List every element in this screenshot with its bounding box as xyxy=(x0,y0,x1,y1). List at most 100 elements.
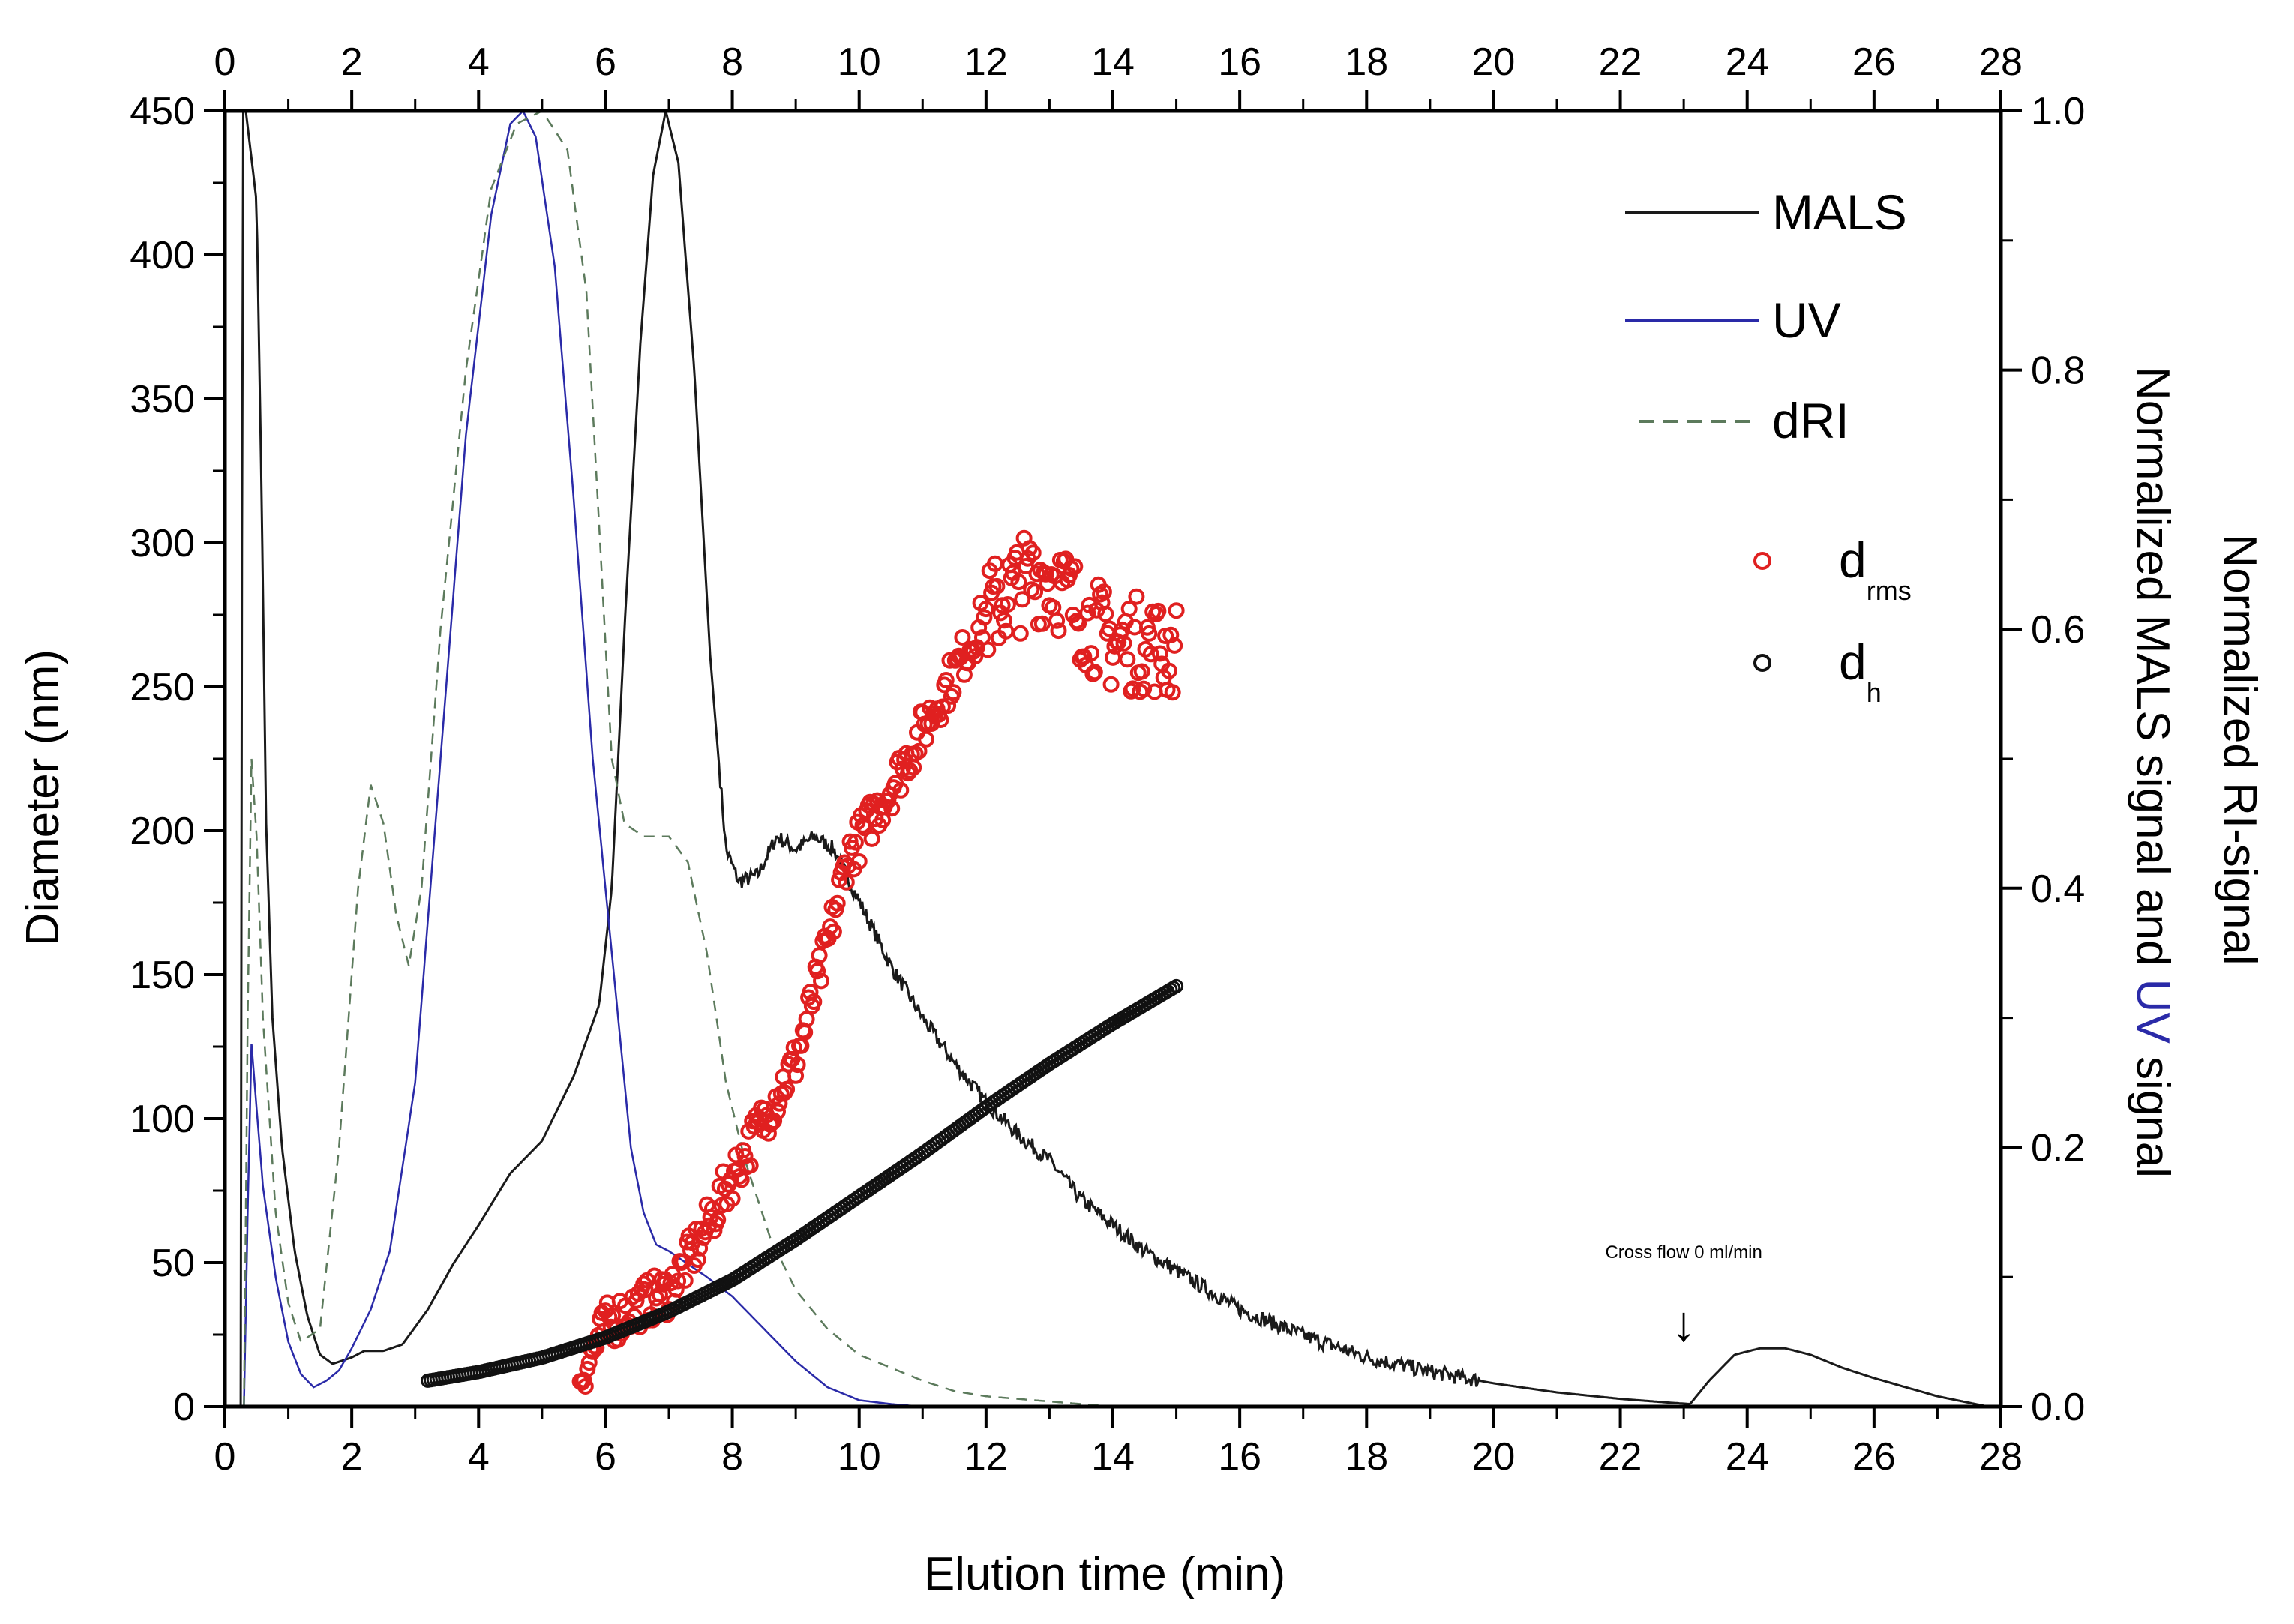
y-right-tick-label: 0.6 xyxy=(2031,608,2085,652)
drms-point xyxy=(1014,591,1031,608)
drms-point xyxy=(787,1067,805,1084)
drms-point xyxy=(1066,558,1084,575)
y-axis-right-title-part: signal xyxy=(2127,1044,2179,1178)
x-tick-label: 26 xyxy=(1852,1435,1896,1479)
drms-point xyxy=(1027,583,1044,601)
x-tick-label: 12 xyxy=(964,1435,1008,1479)
drms-point xyxy=(1102,676,1120,693)
drms-point xyxy=(883,800,901,817)
x-tick-label: 18 xyxy=(1345,1435,1388,1479)
y-axis-right-title: Normalized MALS signal and UV signal xyxy=(2127,367,2179,1178)
y-right-tick-label: 0.4 xyxy=(2031,867,2085,911)
y-left-tick-label: 100 xyxy=(130,1098,195,1141)
drms-point xyxy=(941,652,958,669)
y-left-tick-label: 150 xyxy=(130,954,195,997)
legend-dh-main: d xyxy=(1839,634,1867,690)
x-top-tick-label: 16 xyxy=(1218,40,1261,84)
drms-point xyxy=(901,762,919,779)
legend-mals-label: MALS xyxy=(1772,184,1907,240)
drms-point xyxy=(954,629,971,646)
legend-drms-label: drms xyxy=(1839,532,1912,606)
legend: MALS UV dRI drms dh xyxy=(1625,184,1912,708)
drms-point xyxy=(1115,634,1132,652)
drms-point xyxy=(1079,604,1096,622)
drms-point xyxy=(1086,664,1103,681)
legend-dh-marker xyxy=(1753,654,1771,672)
y-axis-right-title-part: Normalized MALS signal and xyxy=(2127,367,2179,979)
drms-point xyxy=(651,1286,668,1303)
drms-point xyxy=(637,1281,654,1299)
cross-flow-label: Cross flow 0 ml/min xyxy=(1605,1242,1762,1263)
drms-point xyxy=(709,1211,727,1228)
drms-point xyxy=(863,830,880,847)
drms-point xyxy=(1119,651,1136,668)
x-top-tick-label: 22 xyxy=(1599,40,1642,84)
drms-point xyxy=(1097,605,1114,622)
x-top-tick-label: 14 xyxy=(1091,40,1135,84)
legend-drms-marker xyxy=(1753,552,1771,570)
drms-point xyxy=(1083,645,1099,662)
drms-point xyxy=(967,648,984,665)
drms-point xyxy=(1160,662,1177,679)
drms-point xyxy=(778,1080,796,1098)
drms-point xyxy=(988,577,1006,595)
x-top-tick-label: 18 xyxy=(1345,40,1388,84)
x-top-tick-label: 4 xyxy=(468,40,490,84)
drms-point xyxy=(1050,622,1067,640)
drms-point xyxy=(825,923,842,940)
legend-drms-main: d xyxy=(1839,532,1867,588)
drms-point xyxy=(724,1190,741,1207)
x-tick-label: 14 xyxy=(1091,1435,1135,1479)
drms-point xyxy=(667,1281,685,1298)
drms-point xyxy=(769,1103,786,1120)
x-tick-label: 2 xyxy=(341,1435,363,1479)
drms-point xyxy=(918,730,935,748)
drms-point xyxy=(1164,684,1181,701)
drms-point xyxy=(813,972,829,990)
drms-point xyxy=(691,1239,709,1257)
x-tick-label: 22 xyxy=(1599,1435,1642,1479)
x-tick-label: 4 xyxy=(468,1435,490,1479)
series-layer xyxy=(239,109,2001,1408)
drms-point xyxy=(1166,637,1183,654)
legend-dh-label: dh xyxy=(1839,634,1882,708)
drms-point xyxy=(976,609,993,626)
x-top-tick-label: 12 xyxy=(964,40,1008,84)
drms-point xyxy=(1048,612,1066,629)
drms-point xyxy=(1120,601,1138,617)
drms-point xyxy=(1128,588,1145,605)
drms-point xyxy=(579,1360,596,1377)
x-tick-label: 24 xyxy=(1726,1435,1769,1479)
drms-point xyxy=(1135,680,1153,697)
y-left-tick-label: 400 xyxy=(130,234,195,277)
legend-drms-sub: rms xyxy=(1867,575,1912,606)
y-left-tick-label: 300 xyxy=(130,522,195,565)
legend-dh-sub: h xyxy=(1867,677,1882,708)
x-top-tick-label: 26 xyxy=(1852,40,1896,84)
y-axis-right-title-part: UV xyxy=(2127,979,2179,1044)
y-right-tick-label: 0.2 xyxy=(2031,1126,2085,1170)
x-tick-label: 20 xyxy=(1472,1435,1516,1479)
drms-point xyxy=(670,1272,687,1290)
drms-point xyxy=(996,612,1012,629)
drms-point xyxy=(689,1251,706,1269)
drms-point xyxy=(829,894,846,912)
drms-point xyxy=(805,993,823,1011)
y-right-tick-label: 0.0 xyxy=(2031,1386,2085,1429)
y-axis-left-title: Diameter (nm) xyxy=(17,649,69,946)
drms-point xyxy=(1010,574,1027,591)
drms-point xyxy=(809,963,826,980)
drms-point xyxy=(1133,663,1150,680)
drms-point xyxy=(910,742,928,760)
axes-layer: 0022446688101012121414161618182020222224… xyxy=(130,40,2085,1479)
drms-point xyxy=(676,1272,694,1289)
drms-point xyxy=(1095,583,1112,601)
x-axis-title: Elution time (min) xyxy=(924,1548,1285,1600)
drms-point xyxy=(977,601,994,618)
x-tick-label: 28 xyxy=(1979,1435,2023,1479)
x-top-tick-label: 2 xyxy=(341,40,363,84)
drms-point xyxy=(1012,625,1029,642)
x-top-tick-label: 6 xyxy=(595,40,616,84)
x-top-tick-label: 8 xyxy=(721,40,743,84)
